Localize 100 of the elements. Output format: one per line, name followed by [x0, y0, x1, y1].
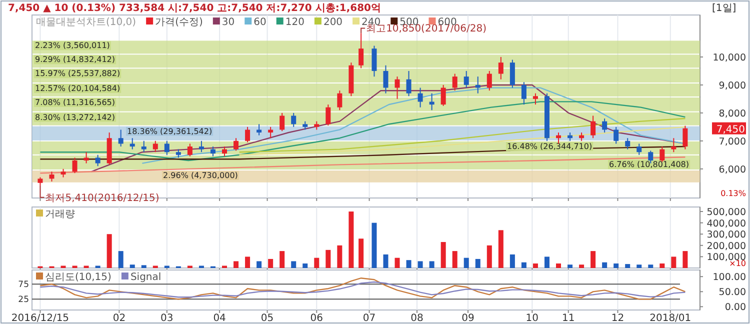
candlestick	[602, 118, 608, 134]
candlestick	[49, 171, 54, 182]
text: 거래량	[45, 209, 75, 220]
bar	[406, 260, 412, 268]
candlestick	[234, 138, 239, 152]
ref-line-label: 25	[18, 295, 29, 306]
candlestick	[452, 73, 458, 92]
y-tick-label: 200,000	[706, 240, 746, 252]
bar	[498, 230, 504, 268]
y-tick-label: 8,000	[718, 108, 746, 120]
candlestick	[326, 104, 331, 126]
bar	[532, 263, 538, 268]
x-tick-label: 07	[362, 313, 376, 324]
candlestick	[291, 112, 296, 128]
bar	[614, 263, 619, 268]
bar	[234, 261, 239, 268]
bar	[464, 258, 469, 268]
x-tick-label: 12	[611, 313, 624, 324]
band-label: 12.57% (20,104,584)	[35, 84, 120, 93]
x-tick-label: 03	[160, 313, 174, 324]
bar	[486, 245, 492, 268]
candlestick	[141, 140, 146, 153]
bar	[429, 261, 434, 268]
bar	[452, 251, 458, 268]
legend-label: 30	[222, 17, 235, 28]
candlestick	[590, 115, 596, 139]
bar	[568, 264, 573, 268]
x-tick-label: 2018/01	[650, 313, 692, 324]
bar	[625, 264, 630, 268]
candlestick	[152, 140, 158, 153]
bar	[590, 251, 596, 268]
bar	[671, 256, 676, 268]
candlestick	[475, 76, 480, 94]
candlestick	[394, 76, 400, 100]
candlestick	[636, 143, 642, 156]
bar	[682, 251, 688, 268]
candlestick	[268, 126, 274, 139]
bar	[510, 254, 515, 268]
legend-label: 60	[254, 17, 266, 28]
candlestick	[198, 140, 204, 153]
candlestick	[280, 112, 285, 132]
candlestick	[118, 129, 124, 148]
bar	[118, 251, 124, 268]
candlestick	[222, 146, 227, 157]
bar	[245, 256, 250, 268]
band-label: 7.08% (11,316,565)	[35, 98, 116, 107]
candlestick	[130, 138, 135, 150]
y-tick-label: 10,000	[712, 52, 746, 64]
x-tick-label: 11	[562, 313, 575, 324]
bar	[383, 254, 388, 268]
bar	[280, 251, 285, 268]
legend-label: Signal	[130, 272, 162, 283]
bar	[130, 264, 135, 268]
candlestick	[245, 126, 250, 143]
legend-label: 가격(수정)	[155, 17, 203, 28]
bar	[348, 212, 354, 268]
x-tick-label: 10	[526, 313, 539, 324]
band-label: 16.48% (26,344,710)	[507, 142, 592, 151]
bar	[326, 250, 331, 268]
candlestick	[671, 138, 676, 153]
x-tick-label: 05	[260, 313, 274, 324]
band-label: 15.97% (25,537,882)	[35, 69, 120, 78]
x-tick-label: 2016/12/15	[11, 313, 70, 324]
y-tick-label: 6,000	[718, 164, 746, 176]
bar	[106, 234, 112, 268]
bar	[418, 261, 423, 268]
y-tick-label: 9,000	[718, 80, 746, 92]
annotation: 최저5,410(2016/12/15)	[45, 192, 160, 204]
band-label: 2.96% (4,730,000)	[163, 171, 238, 180]
y-tick-label: 50.00	[718, 287, 746, 298]
bar	[268, 258, 274, 268]
bar	[302, 263, 308, 268]
candlestick	[532, 92, 538, 106]
candlestick	[337, 90, 342, 111]
chart-title: 7,450 ▲ 10 (0.13%) 733,584 시:7,540 고:7,540 저:7,270 시총:1,680억	[8, 3, 381, 14]
candlestick	[72, 157, 78, 174]
candlestick	[682, 125, 688, 150]
candlestick	[521, 82, 526, 106]
bar	[648, 264, 654, 268]
text: 7,450	[716, 124, 745, 136]
band-label: 18.36% (29,361,542)	[127, 126, 212, 136]
bar	[579, 264, 584, 268]
x-tick-label: 02	[112, 313, 126, 324]
bar	[440, 242, 446, 268]
candlestick	[464, 70, 469, 88]
candlestick	[614, 126, 619, 144]
bar	[141, 265, 146, 268]
legend-label: 200	[323, 17, 343, 28]
ref-line-label: 75	[18, 280, 29, 290]
y-tick-label: 0.00	[724, 302, 746, 314]
y-tick-label: 7,000	[718, 136, 746, 148]
bar	[372, 222, 377, 268]
band-label: 9.29% (14,832,412)	[35, 55, 116, 64]
candlestick	[256, 124, 262, 136]
band-label: 2.23% (3,560,011)	[35, 41, 110, 50]
bar	[660, 263, 665, 268]
candlestick	[372, 45, 377, 78]
candlestick	[210, 146, 216, 157]
bar	[358, 238, 364, 268]
line-series	[40, 281, 686, 298]
